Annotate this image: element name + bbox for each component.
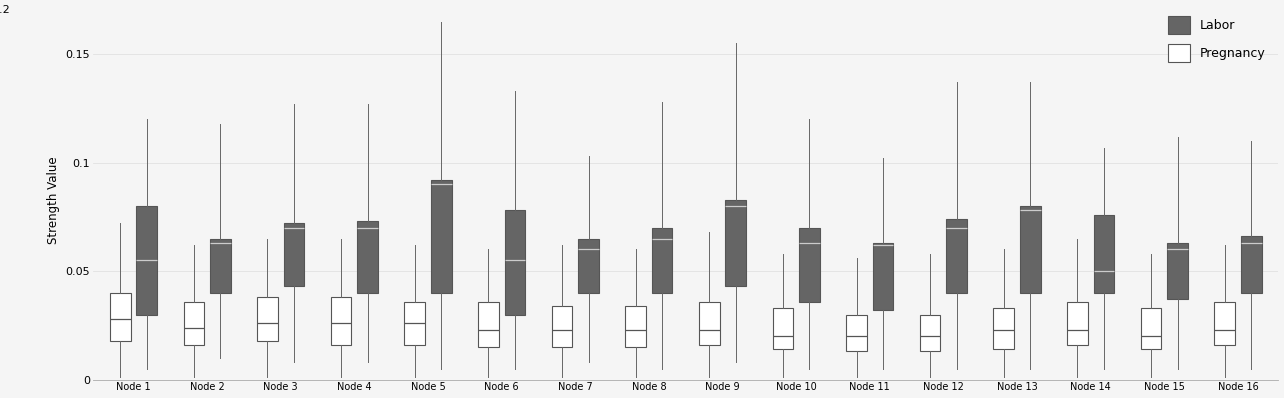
Legend: Labor, Pregnancy: Labor, Pregnancy <box>1162 10 1272 68</box>
Text: 0.2: 0.2 <box>0 4 10 14</box>
PathPatch shape <box>184 302 204 345</box>
PathPatch shape <box>110 293 131 341</box>
PathPatch shape <box>1019 206 1040 293</box>
PathPatch shape <box>478 302 498 347</box>
PathPatch shape <box>578 239 598 293</box>
PathPatch shape <box>652 228 673 293</box>
PathPatch shape <box>1167 243 1188 299</box>
PathPatch shape <box>1140 308 1161 349</box>
PathPatch shape <box>946 219 967 293</box>
PathPatch shape <box>846 314 867 351</box>
PathPatch shape <box>873 243 894 310</box>
PathPatch shape <box>1067 302 1088 345</box>
PathPatch shape <box>257 297 277 341</box>
PathPatch shape <box>357 221 377 293</box>
PathPatch shape <box>773 308 794 349</box>
PathPatch shape <box>552 306 573 347</box>
PathPatch shape <box>1215 302 1235 345</box>
PathPatch shape <box>404 302 425 345</box>
PathPatch shape <box>725 199 746 287</box>
PathPatch shape <box>919 314 940 351</box>
PathPatch shape <box>505 211 525 314</box>
PathPatch shape <box>799 228 819 302</box>
PathPatch shape <box>431 180 452 293</box>
PathPatch shape <box>284 223 304 287</box>
PathPatch shape <box>994 308 1014 349</box>
PathPatch shape <box>136 206 157 314</box>
PathPatch shape <box>625 306 646 347</box>
PathPatch shape <box>698 302 719 345</box>
PathPatch shape <box>1094 215 1115 293</box>
PathPatch shape <box>1240 236 1261 293</box>
Y-axis label: Strength Value: Strength Value <box>48 157 60 244</box>
PathPatch shape <box>211 239 231 293</box>
PathPatch shape <box>331 297 352 345</box>
